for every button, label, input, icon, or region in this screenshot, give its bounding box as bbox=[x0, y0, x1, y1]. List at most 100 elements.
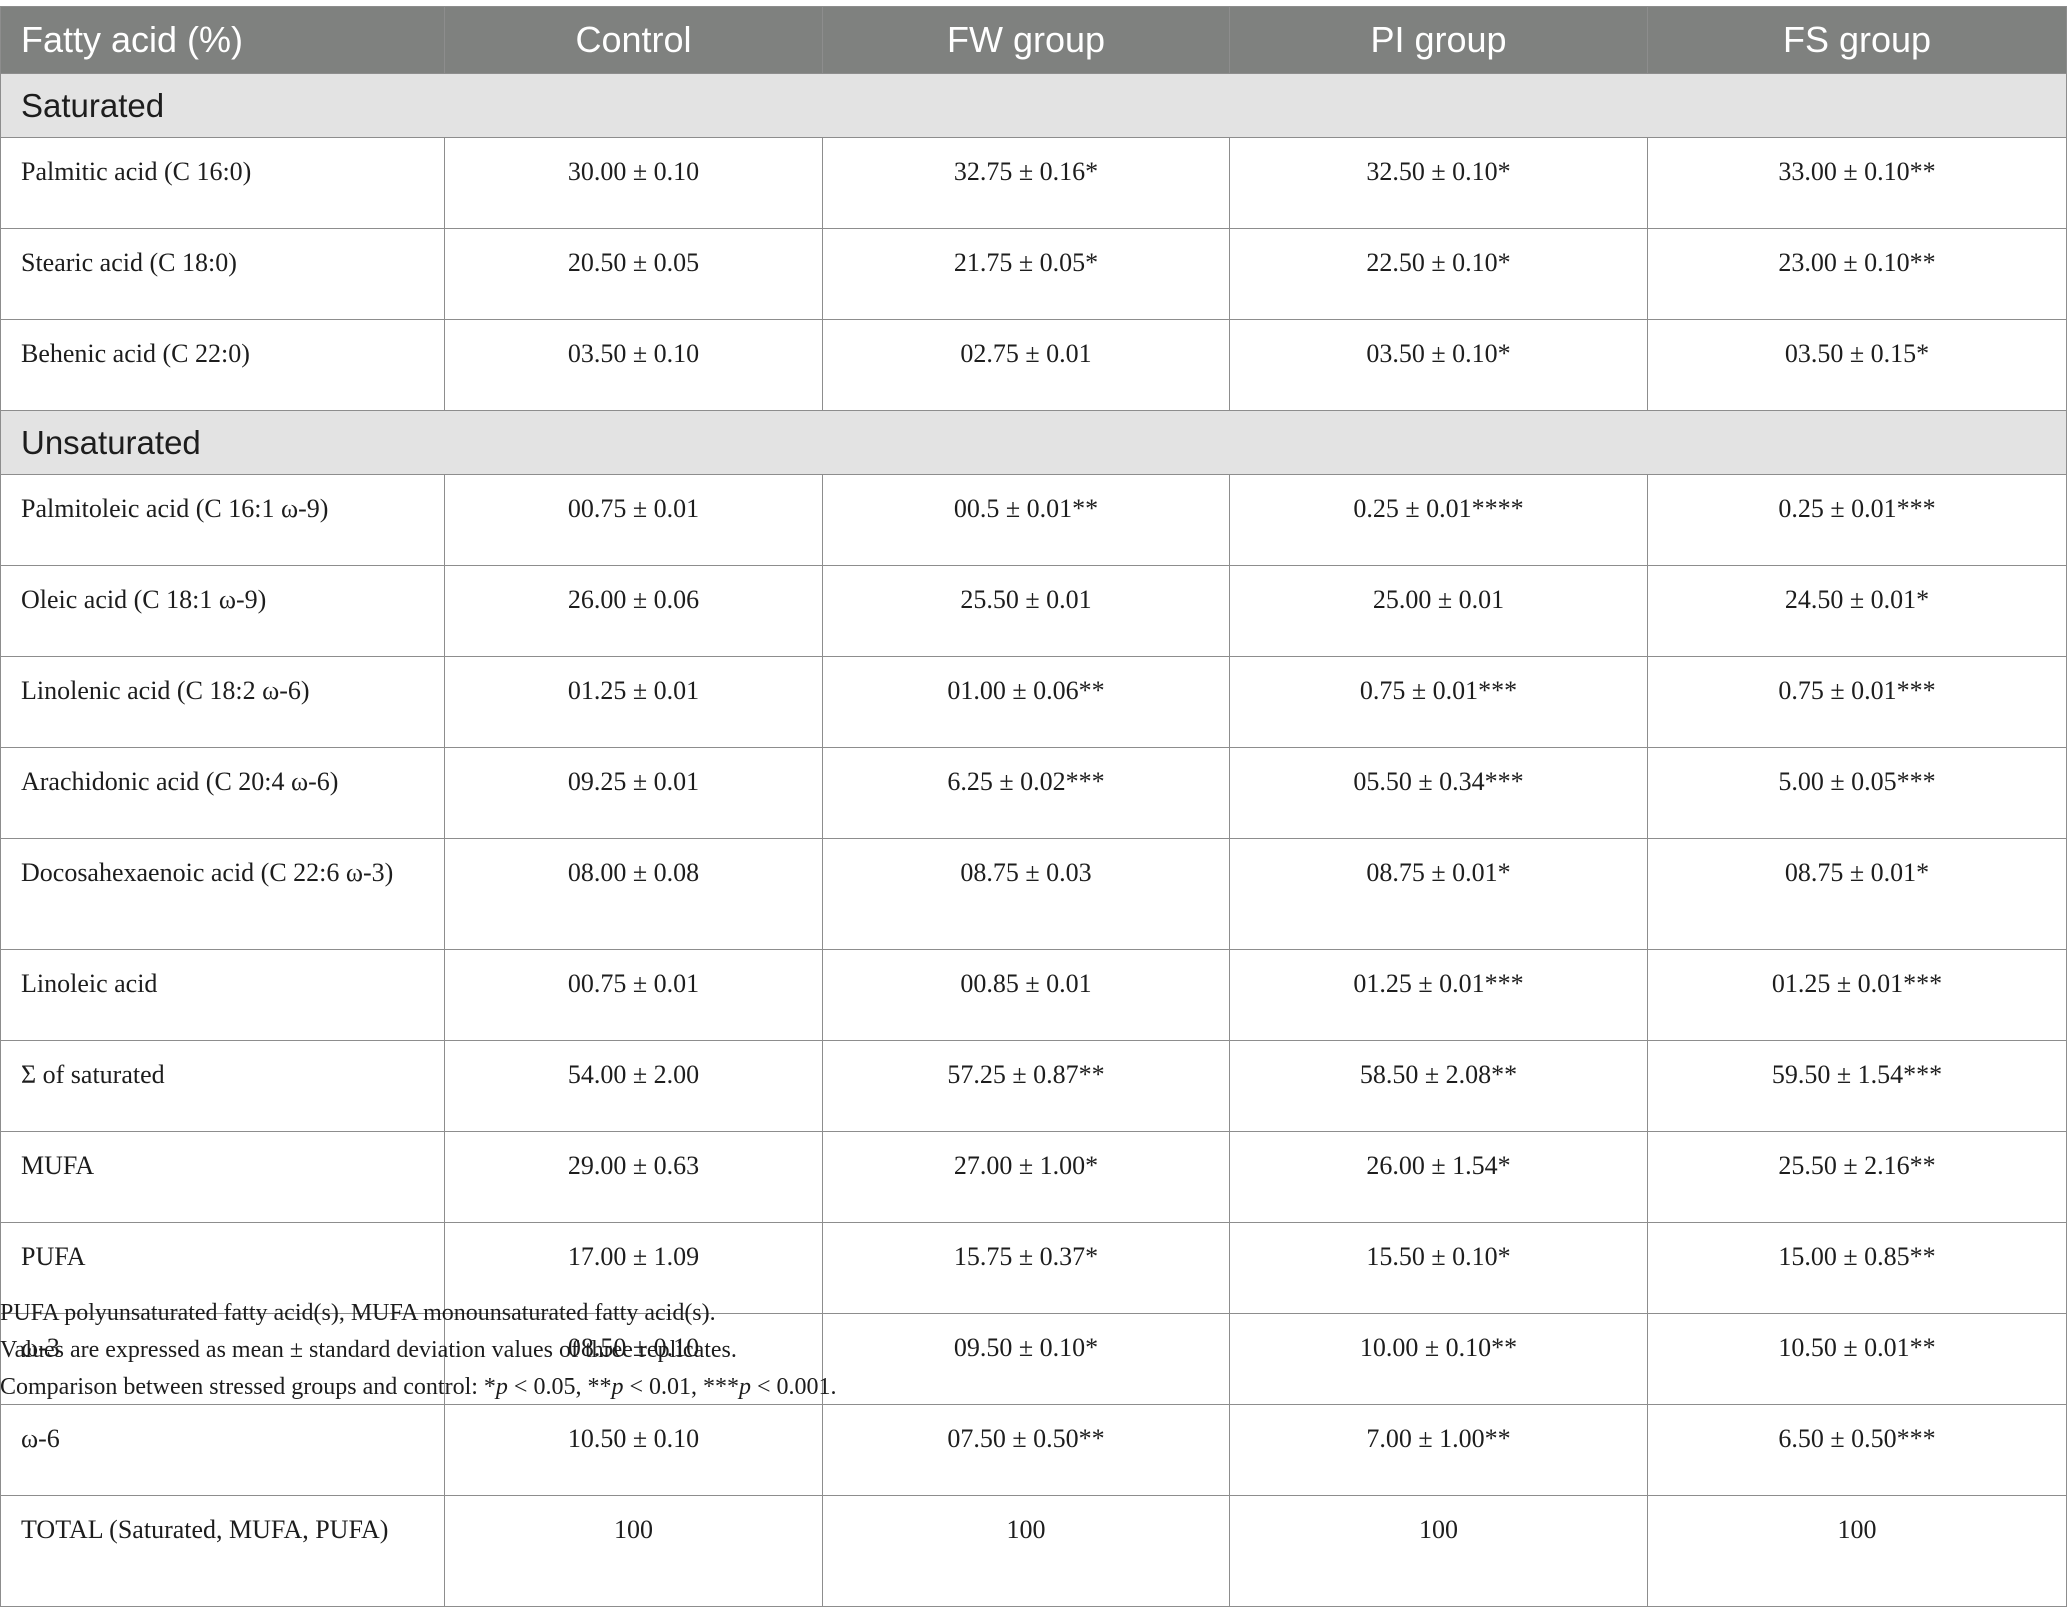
table-cell: 30.00 ± 0.10 bbox=[444, 137, 823, 229]
sig-level-1: *p < 0.05 bbox=[483, 1374, 576, 1400]
table-row: Behenic acid (C 22:0) 03.50 ± 0.10 02.75 ±… bbox=[0, 319, 2067, 411]
table-row: Σ of saturated 54.00 ± 2.00 57.25 ± 0.87**… bbox=[0, 1040, 2067, 1132]
table-cell: 6.25 ± 0.02*** bbox=[822, 747, 1230, 839]
table-cell: 08.75 ± 0.03 bbox=[822, 838, 1230, 950]
row-label: Linolenic acid (C 18:2 ω-6) bbox=[0, 656, 445, 748]
table-cell: 22.50 ± 0.10* bbox=[1229, 228, 1648, 320]
table-cell: 00.5 ± 0.01** bbox=[822, 474, 1230, 566]
sig-level-3: ***p < 0.001. bbox=[703, 1374, 837, 1400]
section-row: Saturated bbox=[0, 73, 2067, 138]
footnote-abbreviations: PUFA polyunsaturated fatty acid(s), MUFA… bbox=[0, 1300, 716, 1326]
table-cell: 57.25 ± 0.87** bbox=[822, 1040, 1230, 1132]
table-cell: 32.50 ± 0.10* bbox=[1229, 137, 1648, 229]
table-cell: 09.25 ± 0.01 bbox=[444, 747, 823, 839]
table-cell: 29.00 ± 0.63 bbox=[444, 1131, 823, 1223]
table-row: Linolenic acid (C 18:2 ω-6) 01.25 ± 0.01 0… bbox=[0, 656, 2067, 748]
header-fw-group: FW group bbox=[822, 6, 1230, 74]
table-cell: 09.50 ± 0.10* bbox=[822, 1313, 1230, 1405]
table-cell: 26.00 ± 1.54* bbox=[1229, 1131, 1648, 1223]
header-pi-group: PI group bbox=[1229, 6, 1648, 74]
footnote-values: Values are expressed as mean ± standard … bbox=[0, 1337, 737, 1363]
table-cell: 58.50 ± 2.08** bbox=[1229, 1040, 1648, 1132]
row-label: Behenic acid (C 22:0) bbox=[0, 319, 445, 411]
table-row: Palmitic acid (C 16:0) 30.00 ± 0.10 32.75 … bbox=[0, 137, 2067, 229]
table-cell: 25.50 ± 2.16** bbox=[1647, 1131, 2067, 1223]
header-fs-group: FS group bbox=[1647, 6, 2067, 74]
table-row: ω-6 10.50 ± 0.10 07.50 ± 0.50** 7.00 ± 1.00… bbox=[0, 1404, 2067, 1496]
table-row: Stearic acid (C 18:0) 20.50 ± 0.05 21.75 ±… bbox=[0, 228, 2067, 320]
table-cell: 10.00 ± 0.10** bbox=[1229, 1313, 1648, 1405]
table-cell: 24.50 ± 0.01* bbox=[1647, 565, 2067, 657]
row-label: Palmitoleic acid (C 16:1 ω-9) bbox=[0, 474, 445, 566]
table-cell: 25.50 ± 0.01 bbox=[822, 565, 1230, 657]
row-label: ω-3 bbox=[0, 1313, 445, 1405]
row-label: MUFA bbox=[0, 1131, 445, 1223]
table-cell: 23.00 ± 0.10** bbox=[1647, 228, 2067, 320]
table-cell: 32.75 ± 0.16* bbox=[822, 137, 1230, 229]
table-cell: 25.00 ± 0.01 bbox=[1229, 565, 1648, 657]
table-cell: 03.50 ± 0.10* bbox=[1229, 319, 1648, 411]
table-cell: 100 bbox=[444, 1495, 823, 1607]
table-cell: 54.00 ± 2.00 bbox=[444, 1040, 823, 1132]
table-row: PUFA 17.00 ± 1.09 15.75 ± 0.37* 15.50 ± 0.1… bbox=[0, 1222, 2067, 1314]
row-label: Linoleic acid bbox=[0, 949, 445, 1041]
section-title: Saturated bbox=[0, 73, 2067, 138]
section-title: Unsaturated bbox=[0, 410, 2067, 475]
table-row: TOTAL (Saturated, MUFA, PUFA) 100 100 100 10… bbox=[0, 1495, 2067, 1607]
table-cell: 59.50 ± 1.54*** bbox=[1647, 1040, 2067, 1132]
table-cell: 10.50 ± 0.01** bbox=[1647, 1313, 2067, 1405]
row-label: Oleic acid (C 18:1 ω-9) bbox=[0, 565, 445, 657]
header-control: Control bbox=[444, 6, 823, 74]
table-cell: 03.50 ± 0.15* bbox=[1647, 319, 2067, 411]
table-cell: 08.00 ± 0.08 bbox=[444, 838, 823, 950]
row-label: PUFA bbox=[0, 1222, 445, 1314]
table-cell: 17.00 ± 1.09 bbox=[444, 1222, 823, 1314]
table-cell: 08.50 ± 0.10 bbox=[444, 1313, 823, 1405]
table-cell: 0.25 ± 0.01**** bbox=[1229, 474, 1648, 566]
table-cell: 03.50 ± 0.10 bbox=[444, 319, 823, 411]
table-row: ω-3 08.50 ± 0.10 09.50 ± 0.10* 10.00 ± 0.10… bbox=[0, 1313, 2067, 1405]
table-cell: 100 bbox=[1229, 1495, 1648, 1607]
table-cell: 33.00 ± 0.10** bbox=[1647, 137, 2067, 229]
table-row: Linoleic acid 00.75 ± 0.01 00.85 ± 0.01 01.… bbox=[0, 949, 2067, 1041]
table-cell: 0.75 ± 0.01*** bbox=[1229, 656, 1648, 748]
footnote-comparison: Comparison between stressed groups and c… bbox=[0, 1374, 837, 1400]
table-cell: 27.00 ± 1.00* bbox=[822, 1131, 1230, 1223]
table-cell: 00.85 ± 0.01 bbox=[822, 949, 1230, 1041]
row-label: TOTAL (Saturated, MUFA, PUFA) bbox=[0, 1495, 445, 1607]
table-cell: 100 bbox=[822, 1495, 1230, 1607]
table-cell: 08.75 ± 0.01* bbox=[1647, 838, 2067, 950]
table-cell: 07.50 ± 0.50** bbox=[822, 1404, 1230, 1496]
table-row: Palmitoleic acid (C 16:1 ω-9) 00.75 ± 0.0… bbox=[0, 474, 2067, 566]
table-row: Arachidonic acid (C 20:4 ω-6) 09.25 ± 0.0… bbox=[0, 747, 2067, 839]
table-footnotes: PUFA polyunsaturated fatty acid(s), MUFA… bbox=[0, 1295, 837, 1406]
table-body: Saturated Palmitic acid (C 16:0) 30.00 ± 0… bbox=[0, 73, 2067, 1607]
footnote-comparison-prefix: Comparison between stressed groups and c… bbox=[0, 1374, 484, 1400]
header-row: Fatty acid (%) Control FW group PI group… bbox=[0, 6, 2067, 74]
table-cell: 15.50 ± 0.10* bbox=[1229, 1222, 1648, 1314]
table-cell: 15.75 ± 0.37* bbox=[822, 1222, 1230, 1314]
table-row: Oleic acid (C 18:1 ω-9) 26.00 ± 0.06 25.50… bbox=[0, 565, 2067, 657]
table-cell: 10.50 ± 0.10 bbox=[444, 1404, 823, 1496]
table-cell: 01.25 ± 0.01*** bbox=[1229, 949, 1648, 1041]
table-cell: 02.75 ± 0.01 bbox=[822, 319, 1230, 411]
table-cell: 01.00 ± 0.06** bbox=[822, 656, 1230, 748]
fatty-acid-table: Fatty acid (%) Control FW group PI group… bbox=[0, 6, 2067, 1607]
table-cell: 0.25 ± 0.01*** bbox=[1647, 474, 2067, 566]
table-header: Fatty acid (%) Control FW group PI group… bbox=[0, 6, 2067, 74]
table-row: MUFA 29.00 ± 0.63 27.00 ± 1.00* 26.00 ± 1.5… bbox=[0, 1131, 2067, 1223]
section-row: Unsaturated bbox=[0, 410, 2067, 475]
table-cell: 20.50 ± 0.05 bbox=[444, 228, 823, 320]
table-cell: 05.50 ± 0.34*** bbox=[1229, 747, 1648, 839]
table-cell: 26.00 ± 0.06 bbox=[444, 565, 823, 657]
table-cell: 00.75 ± 0.01 bbox=[444, 949, 823, 1041]
row-label: Σ of saturated bbox=[0, 1040, 445, 1132]
header-fatty-acid: Fatty acid (%) bbox=[0, 6, 445, 74]
table-cell: 01.25 ± 0.01*** bbox=[1647, 949, 2067, 1041]
row-label: Palmitic acid (C 16:0) bbox=[0, 137, 445, 229]
table-cell: 0.75 ± 0.01*** bbox=[1647, 656, 2067, 748]
table-cell: 7.00 ± 1.00** bbox=[1229, 1404, 1648, 1496]
sig-level-2: **p < 0.01 bbox=[587, 1374, 691, 1400]
table-row: Docosahexaenoic acid (C 22:6 ω-3) 08.00 ±… bbox=[0, 838, 2067, 950]
row-label: ω-6 bbox=[0, 1404, 445, 1496]
